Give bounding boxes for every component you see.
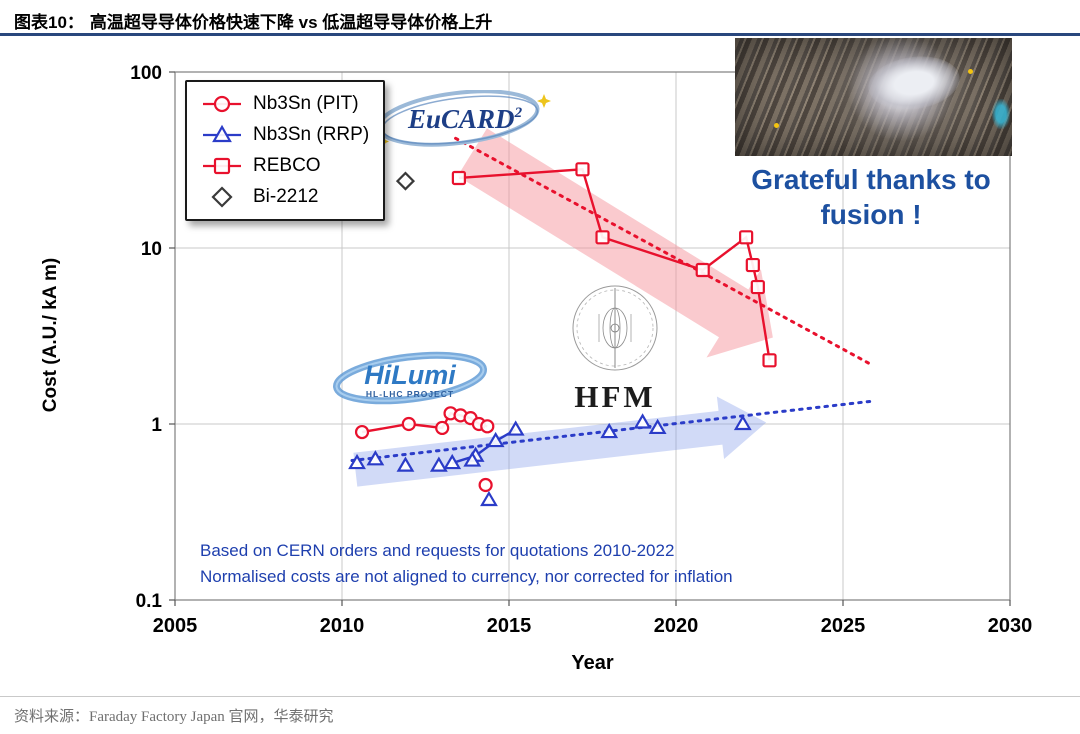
thanks-text: Grateful thanks to fusion ! bbox=[722, 162, 1020, 232]
thanks-line2: fusion ! bbox=[820, 199, 922, 230]
legend-item: Bi-2212 bbox=[201, 185, 369, 209]
series-rebco bbox=[451, 162, 777, 368]
x-axis-label: Year bbox=[571, 652, 614, 674]
hfm-center-circle bbox=[610, 323, 620, 333]
svg-text:0.1: 0.1 bbox=[136, 591, 163, 612]
fusion-photo-dot bbox=[773, 122, 779, 128]
legend-item: Nb3Sn (RRP) bbox=[201, 123, 369, 147]
eucard-star-icon bbox=[537, 94, 551, 108]
eucard-sup: 2 bbox=[514, 105, 523, 121]
chart-area: 0.1 1 10 100 2005 2010 2015 2020 2025 2030 Nb3Sn … bbox=[0, 38, 1080, 678]
y-axis-label: Cost (A.U./ kA m) bbox=[40, 257, 61, 413]
hilumi-logo-svg: HiLumi HL-LHC PROJECT bbox=[333, 351, 487, 405]
legend-item-label: Bi-2212 bbox=[253, 186, 319, 207]
thanks-line1: Grateful thanks to bbox=[751, 164, 991, 195]
fusion-photo-dot bbox=[967, 68, 973, 74]
hfm-logo-sketch bbox=[572, 285, 658, 371]
annotation-line1: Based on CERN orders and requests for qu… bbox=[200, 541, 675, 560]
diamond-marker-icon bbox=[211, 186, 233, 208]
svg-text:2030: 2030 bbox=[988, 615, 1033, 637]
source-text: 资料来源：Faraday Factory Japan 官网，华泰研究 bbox=[14, 709, 334, 725]
legend-item: Nb3Sn (PIT) bbox=[201, 92, 369, 116]
hilumi-logo: HiLumi HL-LHC PROJECT bbox=[328, 350, 498, 419]
hilumi-logo-text: HiLumi bbox=[364, 360, 456, 390]
legend-item-label: Nb3Sn (RRP) bbox=[253, 124, 370, 145]
hfm-dashed-circle bbox=[576, 289, 654, 367]
circle-marker-icon bbox=[203, 95, 241, 113]
chart-title: 高温超导导体价格快速下降 vs 低温超导导体价格上升 bbox=[89, 13, 493, 32]
hfm-logo-text: HFM bbox=[574, 379, 656, 414]
eucard-name: EuCARD bbox=[407, 104, 515, 134]
hilumi-logo-subtext: HL-LHC PROJECT bbox=[366, 389, 454, 399]
legend-item-label: Nb3Sn (PIT) bbox=[253, 93, 359, 114]
hfm-outer-circle bbox=[572, 285, 658, 371]
svg-text:1: 1 bbox=[151, 415, 162, 436]
hilumi-swoosh-inner bbox=[335, 354, 485, 402]
series-bi-2212 bbox=[395, 171, 416, 191]
svg-text:2005: 2005 bbox=[153, 615, 198, 637]
svg-text:100: 100 bbox=[130, 63, 162, 84]
fusion-photo-teal-glow bbox=[992, 99, 1010, 130]
hfm-coil-inner bbox=[609, 307, 621, 349]
legend: Nb3Sn (PIT) Nb3Sn (RRP) REBCO Bi-2212 bbox=[185, 80, 386, 221]
svg-text:2025: 2025 bbox=[821, 615, 866, 637]
chart-title-tag: 图表10： bbox=[14, 13, 84, 32]
annotation-line2: Normalised costs are not aligned to curr… bbox=[200, 566, 733, 586]
svg-text:2020: 2020 bbox=[654, 615, 699, 637]
legend-item: REBCO bbox=[201, 154, 369, 178]
legend-item-label: REBCO bbox=[253, 155, 321, 176]
axis-ticks: 0.1 1 10 100 2005 2010 2015 2020 2025 2030 bbox=[130, 63, 1032, 637]
eucard-logo-text: EuCARD2 bbox=[407, 104, 523, 134]
source-note: 资料来源：Faraday Factory Japan 官网，华泰研究 bbox=[0, 696, 1080, 726]
square-marker-icon bbox=[203, 157, 241, 175]
chart-header: 图表10： 高温超导导体价格快速下降 vs 低温超导导体价格上升 bbox=[0, 0, 1080, 36]
svg-text:2010: 2010 bbox=[320, 615, 365, 637]
series-nb3sn-pit- bbox=[354, 406, 495, 493]
fusion-plant-photo bbox=[735, 38, 1012, 156]
svg-text:2015: 2015 bbox=[487, 615, 532, 637]
eucard-logo: EuCARD2 bbox=[372, 89, 567, 169]
triangle-marker-icon bbox=[203, 124, 241, 143]
hfm-logo: HFM bbox=[560, 284, 670, 415]
svg-text:10: 10 bbox=[141, 239, 162, 260]
eucard-logo-svg: EuCARD2 bbox=[376, 89, 551, 147]
fusion-photo-highlight bbox=[864, 50, 964, 116]
annotation: Based on CERN orders and requests for qu… bbox=[200, 538, 733, 589]
series-nb3sn-rrp- bbox=[348, 413, 752, 507]
plot-svg: 0.1 1 10 100 2005 2010 2015 2020 2025 2030 bbox=[130, 63, 1032, 637]
